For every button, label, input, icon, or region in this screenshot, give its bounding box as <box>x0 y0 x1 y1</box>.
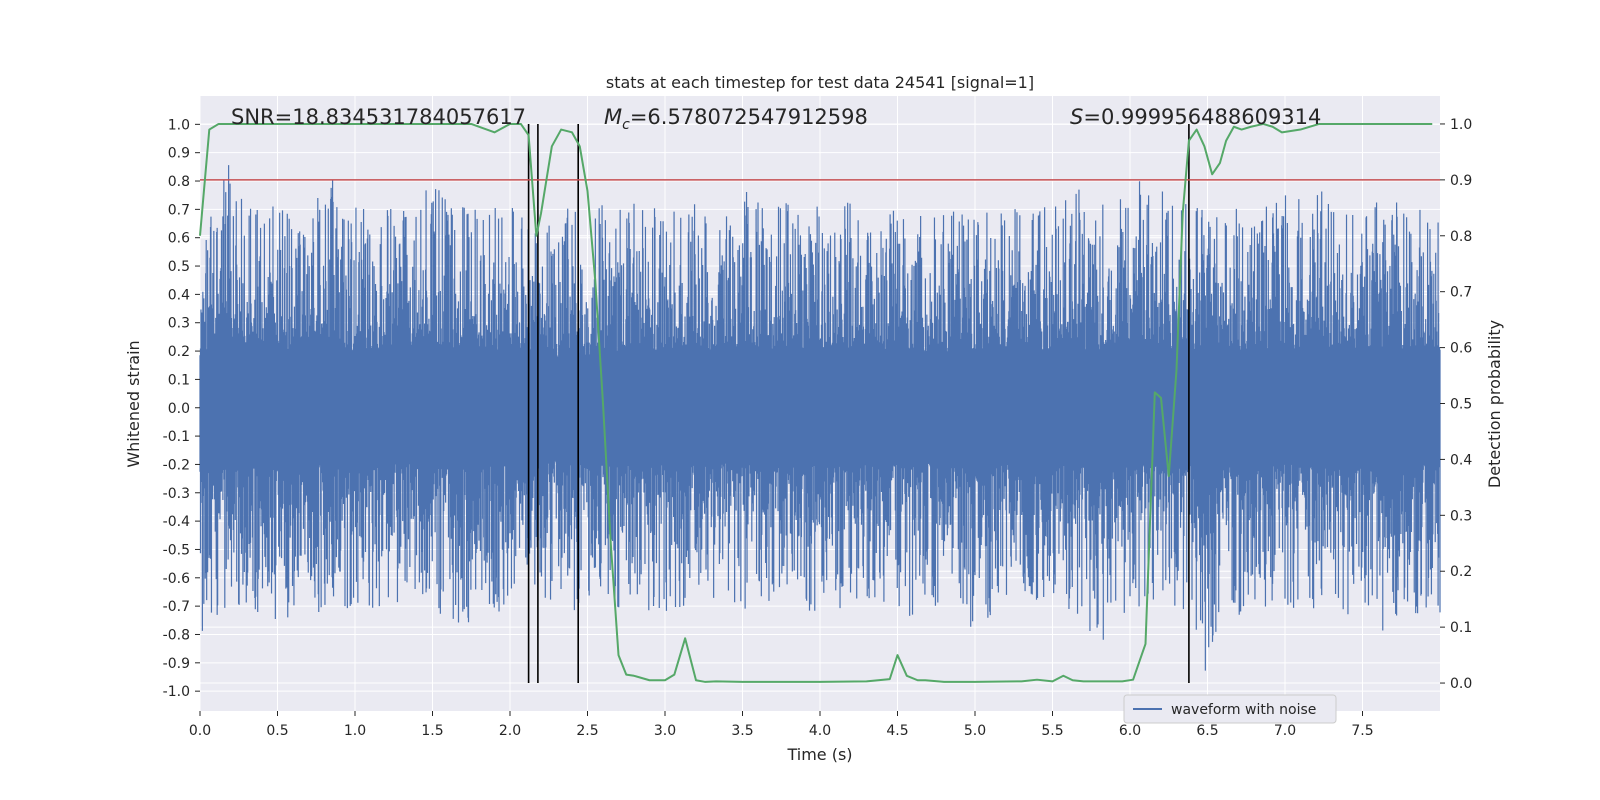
x-tick-label-9: 4.5 <box>886 723 908 739</box>
x-tick-label-7: 3.5 <box>731 723 753 739</box>
y-left-tick-label-3: -0.7 <box>163 599 190 615</box>
waveform-series <box>199 165 1441 671</box>
y-right-tick-label-6: 0.6 <box>1450 341 1472 357</box>
y-left-tick-label-11: 0.1 <box>168 372 190 388</box>
x-tick-label-14: 7.0 <box>1274 723 1296 739</box>
y-left-axis-ticks: -1.0 -0.9 -0.8 -0.7 -0.6 -0.5 -0.4 -0.3 -0.2 -0.1… <box>163 117 200 700</box>
x-tick-label-1: 0.5 <box>266 723 288 739</box>
chirp-mass-value: =6.578072547912598 <box>630 105 868 129</box>
y-right-tick-label-8: 0.8 <box>1450 229 1472 245</box>
y-left-tick-label-18: 0.8 <box>168 174 190 190</box>
x-tick-label-3: 1.5 <box>421 723 443 739</box>
y-left-tick-label-2: -0.8 <box>163 627 190 643</box>
y-right-tick-label-1: 0.1 <box>1450 620 1472 636</box>
legend-box <box>1123 694 1337 724</box>
y-right-tick-label-3: 0.3 <box>1450 508 1472 524</box>
x-axis-ticks: 0.0 0.5 1.0 1.5 2.0 2.5 3.0 3.5 4.0 4.5 5.0 5.5 6.0 6… <box>189 711 1374 739</box>
legend: waveform with noise <box>1123 694 1337 724</box>
x-tick-label-15: 7.5 <box>1351 723 1373 739</box>
y-right-tick-label-2: 0.2 <box>1450 564 1472 580</box>
y-left-tick-label-7: -0.3 <box>163 486 190 502</box>
y-right-tick-label-5: 0.5 <box>1450 397 1472 413</box>
x-axis-label: Time (s) <box>786 745 852 764</box>
legend-label-waveform: waveform with noise <box>1171 702 1316 718</box>
x-tick-label-12: 6.0 <box>1119 723 1141 739</box>
waveform-line <box>199 165 1441 671</box>
x-tick-label-11: 5.5 <box>1041 723 1063 739</box>
y-right-tick-label-7: 0.7 <box>1450 285 1472 301</box>
x-tick-label-2: 1.0 <box>344 723 366 739</box>
chirp-mass-symbol: M <box>604 105 622 129</box>
y-left-tick-label-12: 0.2 <box>168 344 190 360</box>
y-left-tick-label-13: 0.3 <box>168 316 190 332</box>
y-left-tick-label-8: -0.2 <box>163 457 190 473</box>
x-tick-label-10: 5.0 <box>964 723 986 739</box>
y-right-tick-label-0: 0.0 <box>1450 676 1472 692</box>
score-symbol: S <box>1070 105 1083 129</box>
score-value: =0.999956488609314 <box>1083 105 1321 129</box>
x-tick-label-13: 6.5 <box>1196 723 1218 739</box>
y-left-tick-label-19: 0.9 <box>168 146 190 162</box>
y-left-tick-label-17: 0.7 <box>168 202 190 218</box>
y-left-tick-label-14: 0.4 <box>168 287 190 303</box>
x-tick-label-5: 2.5 <box>576 723 598 739</box>
y-left-tick-label-0: -1.0 <box>163 684 190 700</box>
y-right-tick-label-4: 0.4 <box>1450 452 1472 468</box>
chirp-mass-subscript: c <box>622 117 630 133</box>
y-right-axis-ticks: 0.0 0.1 0.2 0.3 0.4 0.5 0.6 0.7 0.8 0.9 1.0 <box>1440 117 1472 692</box>
y-right-axis-label: Detection probability <box>1485 320 1504 488</box>
y-right-tick-label-10: 1.0 <box>1450 117 1472 133</box>
x-tick-label-4: 2.0 <box>499 723 521 739</box>
y-right-tick-label-9: 0.9 <box>1450 173 1472 189</box>
y-left-tick-label-4: -0.6 <box>163 571 190 587</box>
x-tick-label-6: 3.0 <box>654 723 676 739</box>
snr-annotation: SNR=18.834531784057617 <box>231 105 526 129</box>
x-tick-label-8: 4.0 <box>809 723 831 739</box>
y-left-tick-label-1: -0.9 <box>163 656 190 672</box>
chart-title: stats at each timestep for test data 245… <box>606 73 1034 92</box>
y-left-tick-label-15: 0.5 <box>168 259 190 275</box>
chirp-mass-annotation: Mc=6.578072547912598 <box>604 105 868 133</box>
y-left-tick-label-9: -0.1 <box>163 429 190 445</box>
y-left-axis-label: Whitened strain <box>124 340 143 467</box>
y-left-tick-label-16: 0.6 <box>168 231 190 247</box>
x-tick-label-0: 0.0 <box>189 723 211 739</box>
y-left-tick-label-10: 0.0 <box>168 401 190 417</box>
probability-line <box>199 122 1433 683</box>
y-left-tick-label-5: -0.5 <box>163 542 190 558</box>
probability-series <box>199 122 1433 683</box>
vertical-markers <box>527 123 1190 684</box>
score-annotation: S=0.999956488609314 <box>1070 105 1321 129</box>
y-left-tick-label-20: 1.0 <box>168 117 190 133</box>
y-left-tick-label-6: -0.4 <box>163 514 190 530</box>
